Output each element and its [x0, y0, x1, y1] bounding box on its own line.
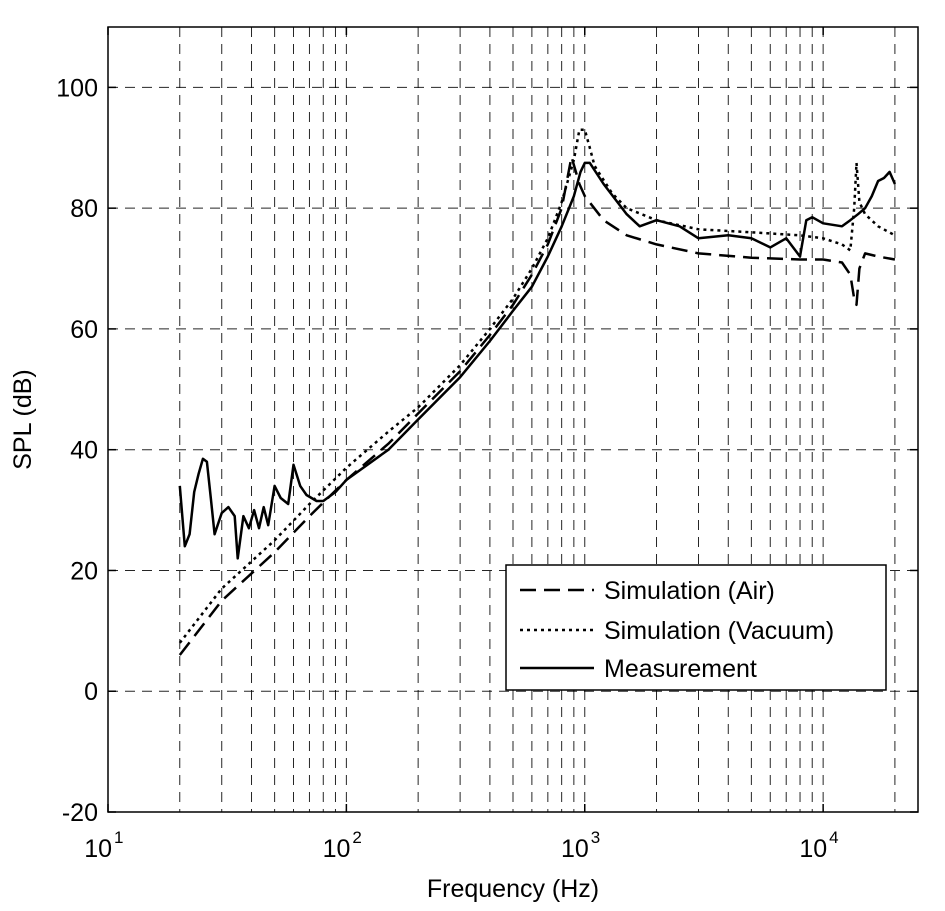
series-line-2 [178, 161, 897, 560]
y-tick-label: -20 [62, 799, 98, 827]
series-line-0 [178, 155, 896, 656]
x-tick-label: 10 [323, 835, 351, 863]
series-layer [178, 128, 897, 656]
x-tick-exponent: 1 [114, 828, 123, 847]
y-tick-label: 60 [70, 316, 98, 344]
x-tick-label: 10 [561, 835, 589, 863]
legend: Simulation (Air) Simulation (Vacuum) Measu… [505, 564, 887, 691]
y-tick-label: 40 [70, 437, 98, 465]
legend-label-0: Simulation (Air) [604, 577, 775, 605]
plot-frame [107, 26, 919, 813]
series-line-1 [178, 128, 896, 644]
x-axis-title: Frequency (Hz) [427, 875, 599, 903]
x-tick-exponent: 3 [591, 828, 600, 847]
x-tick-exponent: 2 [352, 828, 361, 847]
y-tick-label: 100 [56, 74, 98, 102]
y-axis-title: SPL (dB) [9, 369, 37, 470]
x-tick-label: 10 [84, 835, 112, 863]
y-tick-label: 20 [70, 557, 98, 585]
y-tick-label: 0 [84, 678, 98, 706]
x-tick-exponent: 4 [829, 828, 838, 847]
legend-label-2: Measurement [604, 655, 757, 683]
y-tick-label: 80 [70, 195, 98, 223]
x-tick-label: 10 [799, 835, 827, 863]
legend-label-1: Simulation (Vacuum) [604, 617, 834, 645]
